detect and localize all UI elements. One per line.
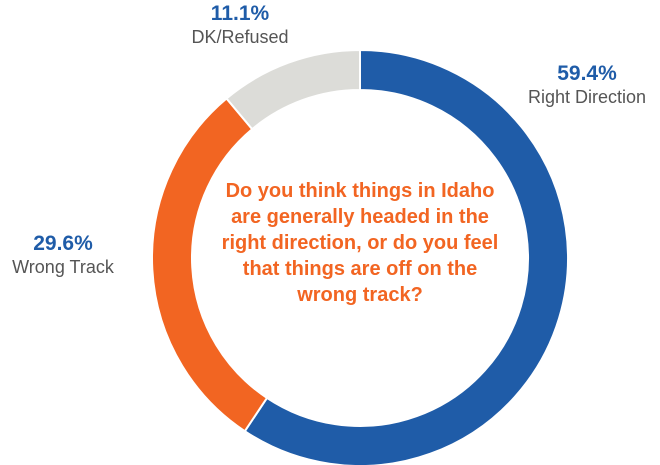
label-dk-refused: 11.1% DK/Refused: [165, 2, 315, 48]
slice-dk-refused: [225, 48, 361, 131]
label-dk-refused-value: 11.1%: [210, 2, 270, 25]
label-wrong-track: 29.6% Wrong Track: [0, 232, 126, 278]
label-wrong-track-name: Wrong Track: [12, 257, 114, 277]
label-dk-refused-name: DK/Refused: [191, 27, 289, 47]
label-right-direction: 59.4% Right Direction: [512, 62, 660, 108]
label-wrong-track-value: 29.6%: [33, 232, 93, 255]
label-right-direction-name: Right Direction: [527, 87, 647, 107]
label-right-direction-value: 59.4%: [557, 62, 617, 85]
slice-right-direction: [243, 48, 569, 465]
center-question: Do you think things in Idaho are general…: [221, 180, 499, 306]
